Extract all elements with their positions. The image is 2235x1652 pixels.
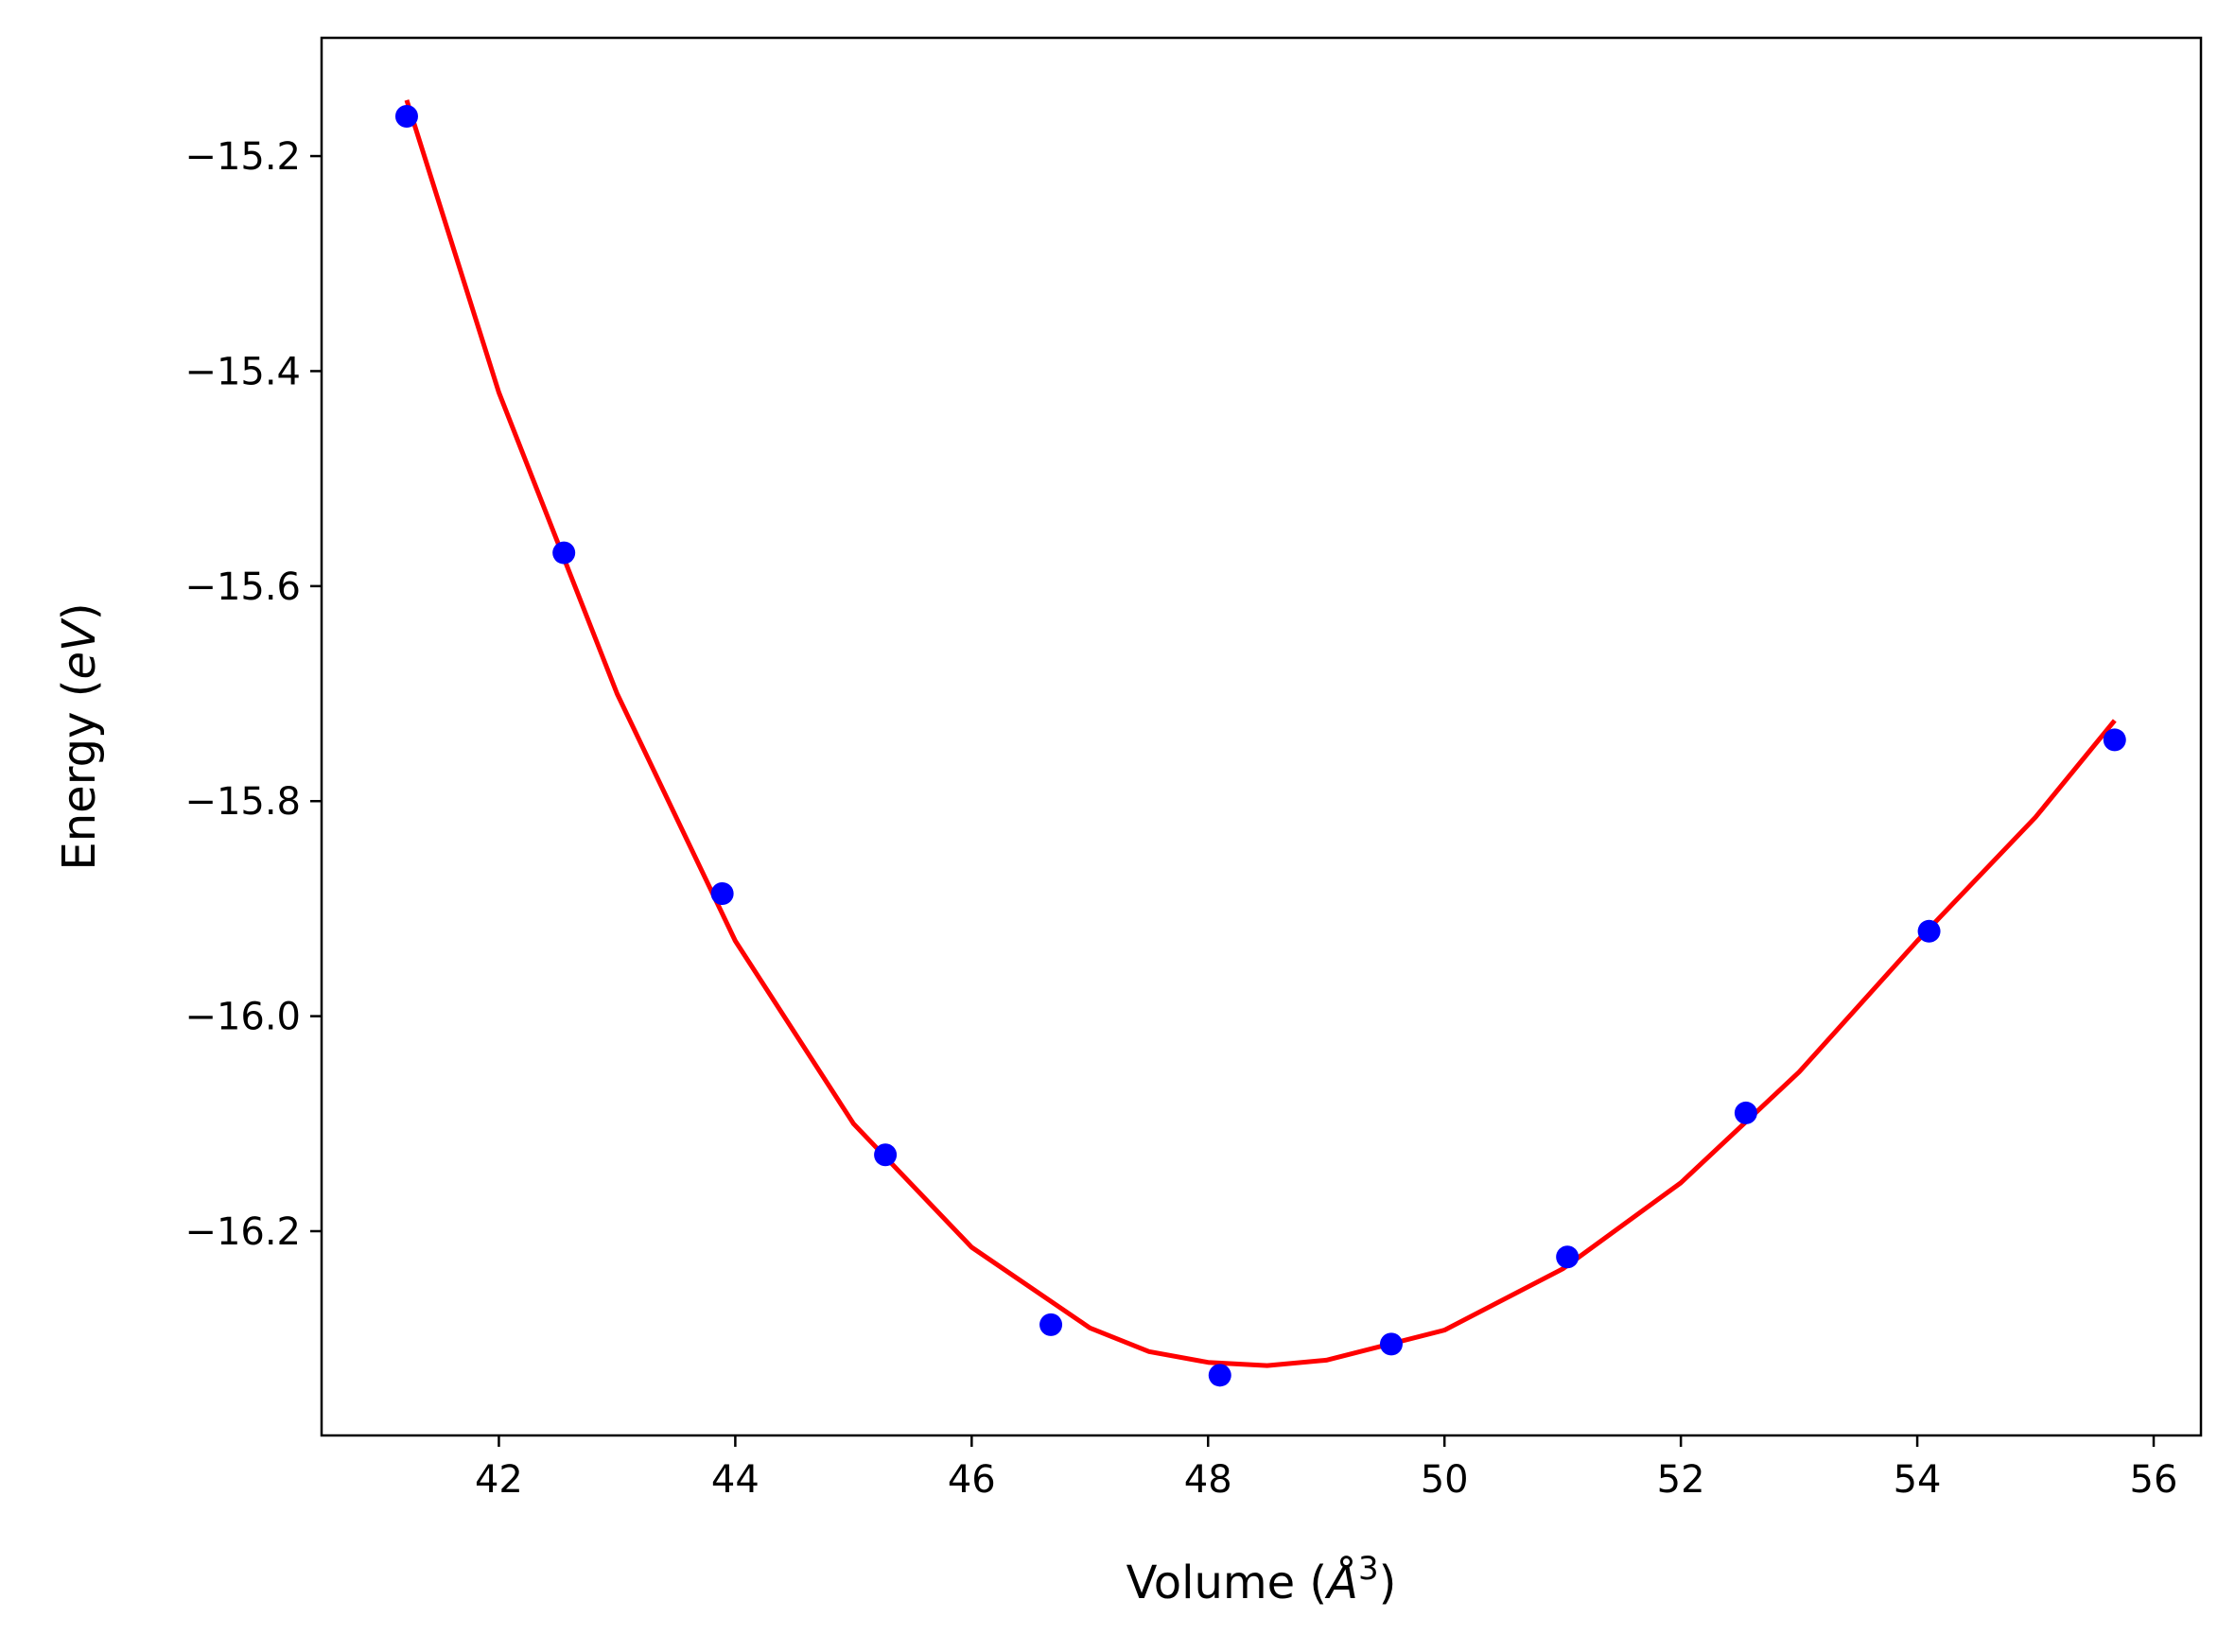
plot-frame — [320, 36, 2203, 1437]
x-axis-ticks: 42 44 46 48 50 52 54 56 — [475, 1435, 2177, 1502]
x-tick-label: 42 — [475, 1458, 523, 1502]
y-tick-label: −15.2 — [184, 135, 301, 179]
data-point — [1208, 1364, 1231, 1387]
y-axis-label-suffix: ) — [53, 602, 106, 620]
y-tick-label: −15.8 — [184, 780, 301, 824]
data-point — [1039, 1313, 1063, 1336]
data-point — [1379, 1332, 1403, 1356]
y-axis-label: Energy (eV) — [53, 602, 106, 870]
x-axis-label-prefix: Volume ( — [1126, 1556, 1328, 1609]
data-point — [874, 1143, 898, 1167]
data-point — [710, 881, 734, 905]
x-tick-label: 44 — [711, 1458, 760, 1502]
data-point — [1556, 1245, 1580, 1269]
x-axis-label-suffix: ) — [1379, 1556, 1397, 1609]
data-point — [552, 541, 576, 565]
x-tick-label: 46 — [948, 1458, 996, 1502]
data-point — [1917, 919, 1941, 943]
data-point — [1734, 1101, 1757, 1124]
data-point — [2103, 728, 2126, 752]
y-tick-label: −15.6 — [184, 565, 301, 609]
data-point — [394, 104, 418, 128]
y-axis-ticks: −15.2 −15.4 −15.6 −15.8 −16.0 −16.2 — [184, 135, 322, 1254]
y-tick-label: −16.2 — [184, 1210, 301, 1254]
x-axis-label: Volume (Å3) — [1126, 1550, 1397, 1609]
x-axis-label-superscript: 3 — [1358, 1550, 1379, 1588]
y-tick-label: −16.0 — [184, 996, 301, 1039]
x-tick-label: 50 — [1421, 1458, 1469, 1502]
plot-content — [394, 99, 2126, 1387]
x-axis-label-symbol: Å — [1324, 1556, 1358, 1609]
y-axis-label-prefix: Energy ( — [53, 680, 106, 871]
y-axis-label-symbol: eV — [53, 617, 106, 680]
x-tick-label: 48 — [1184, 1458, 1232, 1502]
x-tick-label: 54 — [1894, 1458, 1942, 1502]
x-tick-label: 52 — [1657, 1458, 1705, 1502]
x-tick-label: 56 — [2130, 1458, 2178, 1502]
y-tick-label: −15.4 — [184, 350, 301, 393]
